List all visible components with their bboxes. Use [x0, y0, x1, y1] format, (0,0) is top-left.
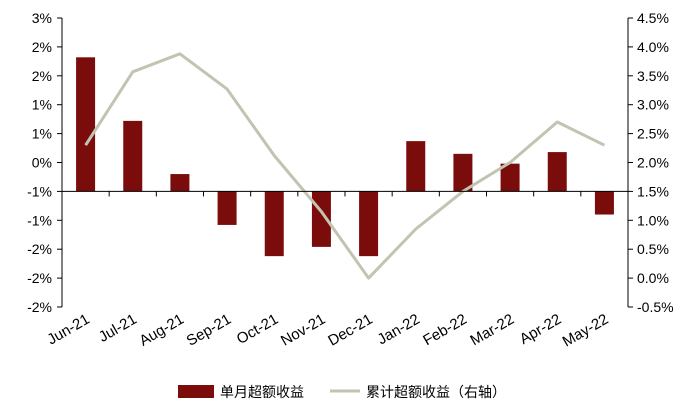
left-axis: 3% 2% 2% 1% 1% 0% -1% -1% -2% -2% -2% — [27, 10, 63, 315]
bar — [359, 191, 379, 257]
left-tick-label: -1% — [27, 212, 52, 228]
category-label: Mar-22 — [467, 311, 517, 349]
bar — [264, 191, 284, 257]
right-tick-label: 3.0% — [637, 97, 669, 113]
legend-bar-swatch — [178, 385, 214, 398]
category-label: Oct-21 — [234, 311, 281, 348]
category-label: Jul-21 — [96, 311, 140, 346]
left-tick-label: 0% — [32, 155, 52, 171]
line-series — [84, 52, 606, 280]
category-label: Nov-21 — [278, 311, 328, 350]
category-label: Apr-22 — [517, 311, 564, 348]
right-tick-label: 3.5% — [637, 68, 669, 84]
category-label: May-22 — [560, 311, 612, 351]
left-tick-label: -2% — [27, 241, 52, 257]
right-tick-label: 4.5% — [637, 10, 669, 26]
right-tick-label: 2.5% — [637, 126, 669, 142]
bar — [170, 174, 190, 192]
bar — [594, 191, 614, 215]
bar — [123, 120, 143, 192]
bar — [547, 152, 567, 192]
right-tick-label: 2.0% — [637, 155, 669, 171]
right-tick-label: 4.0% — [637, 39, 669, 55]
left-tick-label: 3% — [32, 10, 52, 26]
category-label: Jun-21 — [44, 311, 92, 349]
legend-line-label: 累计超额收益（右轴） — [366, 384, 506, 400]
bar-series — [76, 57, 614, 257]
right-tick-label: 1.0% — [637, 212, 669, 228]
left-tick-label: 2% — [32, 68, 52, 84]
left-tick-label: 2% — [32, 39, 52, 55]
bar — [453, 153, 473, 192]
bar — [500, 163, 520, 192]
right-tick-label: 0.0% — [637, 270, 669, 286]
left-tick-label: -2% — [27, 299, 52, 315]
category-label: Dec-21 — [325, 311, 375, 350]
legend-bar-label: 单月超额收益 — [220, 384, 304, 400]
bar — [217, 191, 237, 225]
left-tick-label: -1% — [27, 183, 52, 199]
left-tick-label: 1% — [32, 97, 52, 113]
cumulative-line — [84, 52, 606, 280]
right-tick-label: -0.5% — [637, 299, 674, 315]
right-tick-label: 0.5% — [637, 241, 669, 257]
category-label: Aug-21 — [137, 311, 187, 350]
category-label: Sep-21 — [184, 311, 234, 350]
right-tick-label: 1.5% — [637, 183, 669, 199]
bar — [76, 57, 96, 192]
left-tick-label: 1% — [32, 126, 52, 142]
category-label: Jan-22 — [375, 311, 423, 349]
bar — [406, 141, 426, 192]
left-tick-label: -2% — [27, 270, 52, 286]
right-axis: 4.5% 4.0% 3.5% 3.0% 2.5% 2.0% 1.5% 1.0% 0.5% 0.0%… — [627, 10, 674, 315]
legend: 单月超额收益 累计超额收益（右轴） — [178, 384, 506, 400]
category-label: Feb-22 — [420, 311, 470, 349]
